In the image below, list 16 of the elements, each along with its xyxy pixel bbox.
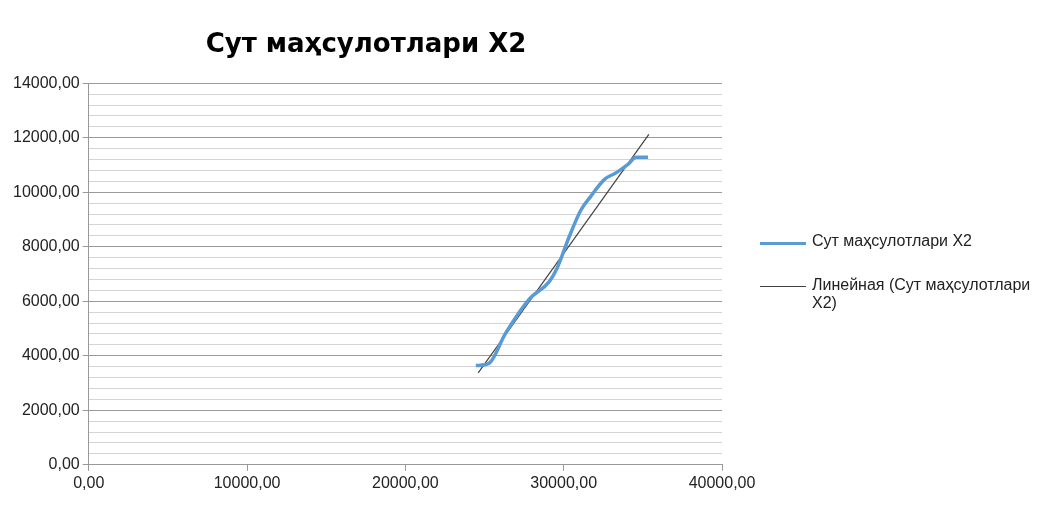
- y-tick-label: 6000,00: [21, 291, 80, 309]
- chart-title: Сут маҳсулотлари X2: [205, 28, 527, 59]
- x-tick-label: 10000,00: [213, 473, 281, 491]
- y-tick-label: 4000,00: [21, 346, 80, 364]
- x-tick-label: 0,00: [73, 473, 105, 491]
- y-tick-label: 8000,00: [21, 237, 80, 255]
- y-tick-label: 12000,00: [13, 128, 80, 146]
- y-tick-label: 10000,00: [13, 182, 80, 200]
- x-tick-label: 30000,00: [530, 473, 598, 491]
- x-tick-label: 20000,00: [372, 473, 439, 491]
- y-tick-label: 0,00: [48, 455, 80, 473]
- y-tick-label: 2000,00: [21, 400, 80, 418]
- x-tick-label: 40000,00: [688, 473, 756, 491]
- legend-label: Линейная (Сут маҳсулотлари X2): [812, 276, 1032, 312]
- y-tick-label: 14000,00: [13, 73, 80, 91]
- legend-label: Сут маҳсулотлари X2: [812, 232, 972, 250]
